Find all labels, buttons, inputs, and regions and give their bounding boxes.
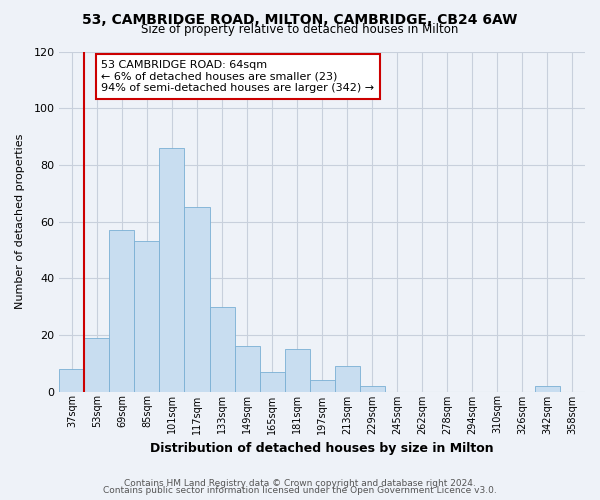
Bar (184, 208, 209, 392)
Y-axis label: Number of detached properties: Number of detached properties (15, 134, 25, 309)
Text: Contains HM Land Registry data © Crown copyright and database right 2024.: Contains HM Land Registry data © Crown c… (124, 478, 476, 488)
Bar (160, 148, 184, 392)
Bar (109, 230, 134, 392)
Text: 53 CAMBRIDGE ROAD: 64sqm
← 6% of detached houses are smaller (23)
94% of semi-de: 53 CAMBRIDGE ROAD: 64sqm ← 6% of detache… (101, 60, 374, 93)
Text: Size of property relative to detached houses in Milton: Size of property relative to detached ho… (142, 22, 458, 36)
Bar (134, 242, 160, 392)
Bar (360, 386, 385, 392)
Bar (284, 349, 310, 392)
Text: Contains public sector information licensed under the Open Government Licence v3: Contains public sector information licen… (103, 486, 497, 495)
Bar (535, 386, 560, 392)
Bar (335, 366, 360, 392)
Bar (260, 372, 284, 392)
Text: 53, CAMBRIDGE ROAD, MILTON, CAMBRIDGE, CB24 6AW: 53, CAMBRIDGE ROAD, MILTON, CAMBRIDGE, C… (82, 12, 518, 26)
Bar (59, 369, 85, 392)
Bar (209, 306, 235, 392)
Bar (235, 346, 260, 392)
Bar (85, 338, 109, 392)
X-axis label: Distribution of detached houses by size in Milton: Distribution of detached houses by size … (151, 442, 494, 455)
Bar (310, 380, 335, 392)
